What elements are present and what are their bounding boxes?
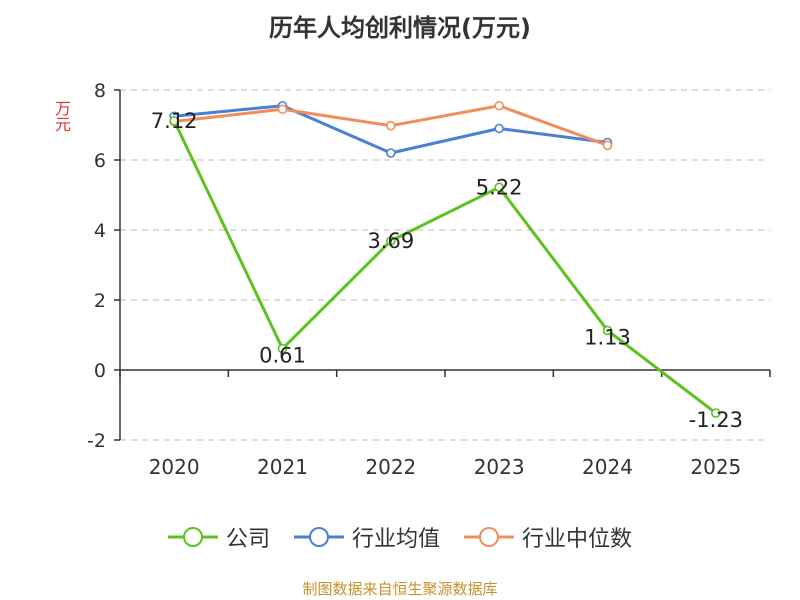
y-tick-label: 2 bbox=[94, 290, 106, 312]
x-tick-label: 2022 bbox=[365, 455, 416, 479]
legend-swatch-icon bbox=[168, 525, 218, 549]
data-label: 3.69 bbox=[367, 229, 414, 253]
y-tick-label: 0 bbox=[94, 360, 106, 382]
legend-swatch-icon bbox=[464, 525, 514, 549]
chart-legend: 公司 行业均值 行业中位数 bbox=[0, 520, 800, 554]
x-tick-label: 2020 bbox=[149, 455, 200, 479]
data-label: 7.12 bbox=[151, 109, 198, 133]
x-tick-label: 2025 bbox=[690, 455, 741, 479]
legend-item[interactable]: 公司 bbox=[168, 521, 270, 553]
data-point bbox=[604, 141, 612, 149]
legend-label: 行业中位数 bbox=[522, 521, 632, 553]
data-point bbox=[495, 125, 503, 133]
legend-label: 行业均值 bbox=[352, 521, 440, 553]
source-note: 制图数据来自恒生聚源数据库 bbox=[0, 578, 800, 599]
data-point bbox=[495, 102, 503, 110]
data-label: 0.61 bbox=[259, 344, 306, 368]
x-tick-label: 2021 bbox=[257, 455, 308, 479]
y-tick-label: 4 bbox=[94, 220, 106, 242]
data-label: 1.13 bbox=[584, 325, 631, 349]
y-tick-label: -2 bbox=[87, 430, 106, 452]
x-tick-label: 2024 bbox=[582, 455, 633, 479]
data-point bbox=[279, 105, 287, 113]
data-label: 5.22 bbox=[476, 175, 523, 199]
legend-label: 公司 bbox=[226, 521, 270, 553]
x-tick-label: 2023 bbox=[474, 455, 525, 479]
y-tick-label: 6 bbox=[94, 150, 106, 172]
series-line bbox=[174, 121, 716, 413]
legend-swatch-icon bbox=[294, 525, 344, 549]
y-tick-label: 8 bbox=[94, 80, 106, 102]
data-point bbox=[387, 122, 395, 130]
data-point bbox=[387, 149, 395, 157]
legend-item[interactable]: 行业中位数 bbox=[464, 521, 632, 553]
data-label: -1.23 bbox=[689, 408, 743, 432]
legend-item[interactable]: 行业均值 bbox=[294, 521, 440, 553]
